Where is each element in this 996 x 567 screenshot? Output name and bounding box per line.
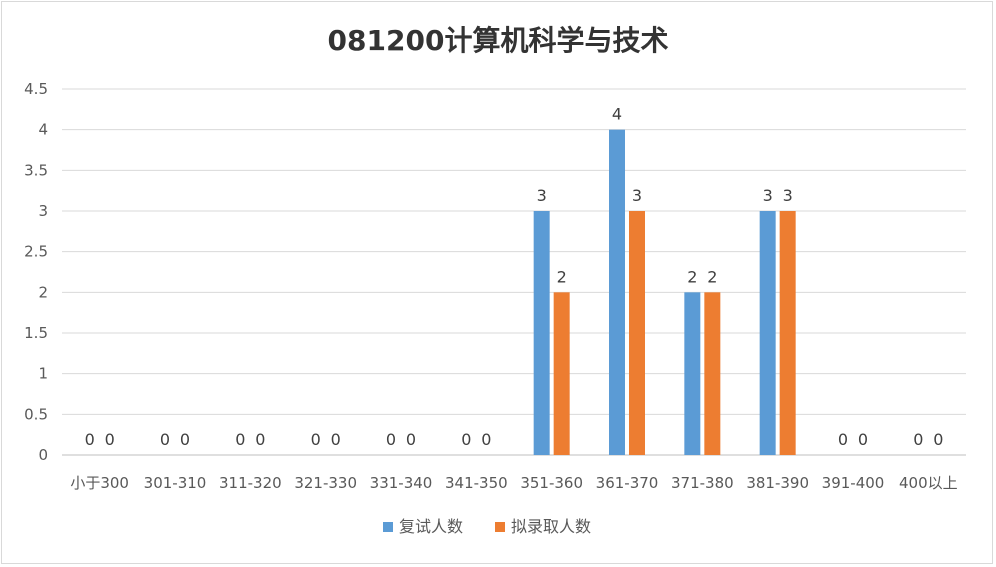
data-label: 0 xyxy=(85,430,95,449)
bar-retest xyxy=(684,292,701,455)
y-tick-label: 4.5 xyxy=(24,80,48,98)
legend-swatch xyxy=(383,522,393,532)
data-label: 0 xyxy=(255,430,265,449)
data-label: 0 xyxy=(105,430,115,449)
legend-swatch xyxy=(495,522,505,532)
data-label: 0 xyxy=(461,430,471,449)
legend-label: 拟录取人数 xyxy=(511,517,591,536)
data-label: 0 xyxy=(838,430,848,449)
bars xyxy=(533,129,796,455)
data-label: 0 xyxy=(180,430,190,449)
y-tick-label: 0.5 xyxy=(24,405,48,423)
data-label: 0 xyxy=(858,430,868,449)
x-tick-label: 小于300 xyxy=(70,474,129,492)
data-label: 0 xyxy=(331,430,341,449)
x-tick-label: 381-390 xyxy=(746,474,809,492)
data-label: 3 xyxy=(783,186,793,205)
x-axis-ticks: 小于300 301-310 311-320 321-330 331-340 341-350… xyxy=(70,474,957,492)
bar-admit xyxy=(704,292,721,455)
x-tick-label: 341-350 xyxy=(445,474,508,492)
data-label: 0 xyxy=(160,430,170,449)
data-label: 4 xyxy=(612,105,622,124)
bar-retest xyxy=(609,129,625,455)
x-tick-label: 301-310 xyxy=(144,474,207,492)
data-label: 0 xyxy=(311,430,321,449)
bar-retest xyxy=(533,211,550,455)
data-label: 2 xyxy=(707,267,717,286)
data-label: 2 xyxy=(687,267,697,286)
bar-admit xyxy=(553,292,570,455)
data-label: 3 xyxy=(763,186,773,205)
x-tick-label: 391-400 xyxy=(822,474,885,492)
legend: 复试人数 拟录取人数 xyxy=(383,517,591,536)
data-label: 3 xyxy=(632,186,642,205)
y-tick-label: 2 xyxy=(38,283,48,301)
y-tick-label: 1 xyxy=(38,365,48,383)
x-tick-label: 331-340 xyxy=(370,474,433,492)
data-label: 0 xyxy=(386,430,396,449)
y-tick-label: 1.5 xyxy=(24,324,48,342)
x-tick-label: 371-380 xyxy=(671,474,734,492)
bar-admit xyxy=(779,211,796,455)
x-tick-label: 351-360 xyxy=(520,474,583,492)
chart-title: 081200计算机科学与技术 xyxy=(328,24,669,57)
y-axis-ticks: 0 0.5 1 1.5 2 2.5 3 3.5 4 4.5 xyxy=(24,80,48,464)
data-label: 0 xyxy=(933,430,943,449)
x-tick-label: 361-370 xyxy=(596,474,659,492)
x-tick-label: 321-330 xyxy=(294,474,357,492)
data-label: 0 xyxy=(406,430,416,449)
y-tick-label: 2.5 xyxy=(24,243,48,261)
x-tick-label: 311-320 xyxy=(219,474,282,492)
x-tick-label: 400以上 xyxy=(899,474,958,492)
data-label: 0 xyxy=(235,430,245,449)
legend-label: 复试人数 xyxy=(399,517,463,536)
gridlines xyxy=(62,88,966,456)
bar-retest xyxy=(759,211,776,455)
bar-admit xyxy=(629,211,645,455)
data-label: 0 xyxy=(913,430,923,449)
y-tick-label: 4 xyxy=(38,121,48,139)
y-tick-label: 3.5 xyxy=(24,161,48,179)
data-label: 3 xyxy=(537,186,547,205)
y-tick-label: 0 xyxy=(38,446,48,464)
data-label: 2 xyxy=(557,267,567,286)
data-label: 0 xyxy=(481,430,491,449)
y-tick-label: 3 xyxy=(38,202,48,220)
